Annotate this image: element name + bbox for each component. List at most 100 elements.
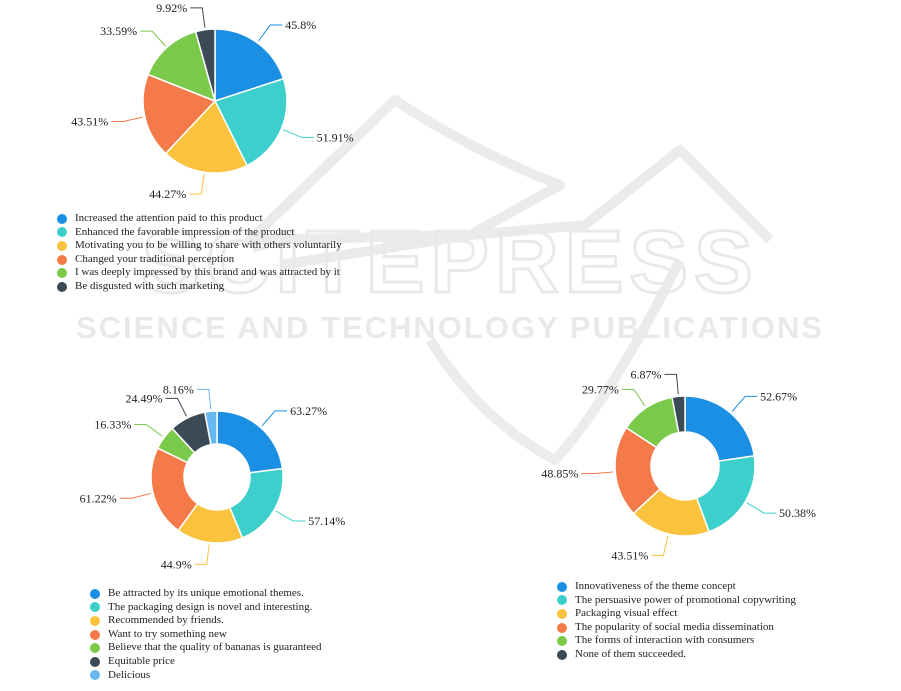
legend-label: The packaging design is novel and intere…	[108, 600, 313, 613]
legend-item: The popularity of social media dissemina…	[557, 621, 796, 635]
slice-2-0	[684, 395, 756, 462]
legend-label: Believe that the quality of bananas is g…	[108, 641, 322, 654]
data-label-1-4: 16.33%	[94, 417, 131, 431]
data-label-2-2: 43.51%	[611, 548, 648, 562]
legend-swatch	[57, 227, 67, 238]
legend-swatch	[90, 629, 100, 640]
watermark-book-icon	[245, 95, 774, 465]
leader-line-2-3	[581, 471, 614, 475]
leader-line-1-4	[134, 423, 163, 437]
data-label-2-3: 48.85%	[541, 467, 578, 481]
donut-chart-purchase-reasons: 63.27% 57.14% 44.9% 61.22% 16.33% 24.49%8.16%	[80, 382, 346, 571]
leader-line-1-2	[194, 544, 210, 565]
pie-chart-impact: 45.8% 51.91% 44.27% 43.51% 33.59% 9.92%	[71, 1, 353, 201]
legend-item: Want to try something new	[90, 628, 322, 642]
legend-swatch	[57, 281, 67, 292]
legend-swatch	[557, 649, 567, 660]
legend-item: Changed your traditional perception	[57, 253, 342, 267]
legend-swatch	[90, 656, 100, 667]
legend-item: The forms of interaction with consumers	[557, 634, 796, 648]
legend-purchase-reasons: Be attracted by its unique emotional the…	[90, 587, 322, 682]
legend-item: Motivating you to be willing to share wi…	[57, 239, 342, 253]
legend-item: Delicious	[90, 669, 322, 683]
legend-label: None of them succeeded.	[575, 647, 687, 660]
legend-label: Packaging visual effect	[575, 607, 678, 620]
slice-0-1	[213, 77, 288, 167]
legend-label: Motivating you to be willing to share wi…	[75, 239, 342, 252]
legend-swatch	[557, 581, 567, 592]
legend-label: Recommended by friends.	[108, 614, 224, 627]
legend-item: Equitable price	[90, 655, 322, 669]
legend-item: Be disgusted with such marketing	[57, 280, 342, 294]
leader-line-0-4	[140, 30, 166, 47]
data-label-0-1: 51.91%	[317, 130, 354, 144]
leader-line-1-1	[275, 510, 306, 522]
legend-label: The forms of interaction with consumers	[575, 634, 755, 647]
legend-label: Be attracted by its unique emotional the…	[108, 587, 304, 599]
legend-swatch	[57, 240, 67, 251]
slice-2-5	[671, 395, 686, 434]
data-label-0-3: 43.51%	[71, 115, 108, 129]
legend-label: The popularity of social media dissemina…	[575, 620, 774, 633]
data-label-0-2: 44.27%	[149, 187, 186, 201]
leader-line-0-3	[111, 116, 143, 123]
legend-success-factors: Innovativeness of the theme concept The p…	[557, 580, 796, 662]
data-label-1-6: 8.16%	[163, 382, 194, 396]
leader-line-0-5	[190, 7, 206, 28]
legend-item: The packaging design is novel and intere…	[90, 601, 322, 615]
slice-1-0	[216, 410, 284, 474]
data-label-2-4: 29.77%	[582, 383, 619, 397]
data-label-1-0: 63.27%	[290, 404, 327, 418]
legend-item: Increased the attention paid to this pro…	[57, 212, 342, 226]
legend-item: Enhanced the favorable impression of the…	[57, 226, 342, 240]
legend-item: Packaging visual effect	[557, 607, 796, 621]
data-label-1-2: 44.9%	[161, 557, 192, 571]
data-label-1-3: 61.22%	[80, 491, 117, 505]
legend-label: Be disgusted with such marketing	[75, 279, 225, 292]
data-label-0-5: 9.92%	[156, 1, 187, 15]
leader-line-2-2	[651, 535, 669, 556]
leader-line-2-4	[621, 389, 646, 407]
watermark: SCITEPRESS SCIENCE AND TECHNOLOGY PUBLIC…	[76, 95, 824, 465]
legend-impact: Increased the attention paid to this pro…	[57, 212, 342, 294]
legend-swatch	[90, 643, 100, 654]
legend-label: Changed your traditional perception	[75, 252, 235, 265]
legend-label: Delicious	[108, 668, 151, 681]
legend-label: Want to try something new	[108, 627, 227, 640]
legend-item: Innovativeness of the theme concept	[557, 580, 796, 594]
data-label-2-1: 50.38%	[779, 506, 816, 520]
slice-0-2	[164, 99, 249, 174]
slice-1-6	[203, 410, 218, 446]
legend-item: I was deeply impressed by this brand and…	[57, 266, 342, 280]
leader-line-1-3	[119, 492, 152, 499]
leader-line-0-2	[189, 174, 205, 195]
legend-swatch	[57, 268, 67, 279]
legend-swatch	[90, 588, 100, 599]
leader-line-0-1	[283, 129, 314, 138]
leader-line-2-5	[664, 373, 679, 395]
donut-chart-success-factors: 52.67% 50.38% 43.51% 48.85% 29.77% 6.87%	[541, 367, 816, 562]
slice-0-0	[214, 28, 285, 103]
leader-line-1-6	[196, 388, 212, 410]
legend-label: I was deeply impressed by this brand and…	[75, 266, 340, 279]
watermark-logo-text: SCITEPRESS	[141, 212, 758, 311]
legend-label: Innovativeness of the theme concept	[575, 580, 736, 592]
legend-item: None of them succeeded.	[557, 648, 796, 662]
legend-swatch	[557, 636, 567, 647]
legend-swatch	[557, 595, 567, 606]
legend-label: Equitable price	[108, 654, 175, 667]
data-label-1-1: 57.14%	[308, 514, 345, 528]
leader-line-2-1	[746, 502, 777, 514]
legend-swatch	[557, 622, 567, 633]
leader-line-0-0	[258, 24, 283, 42]
legend-label: Enhanced the favorable impression of the…	[75, 225, 295, 238]
legend-swatch	[557, 608, 567, 619]
leader-line-2-0	[731, 395, 758, 412]
data-label-2-5: 6.87%	[630, 367, 661, 381]
legend-item: Believe that the quality of bananas is g…	[90, 641, 322, 655]
legend-item: Recommended by friends.	[90, 614, 322, 628]
legend-swatch	[90, 670, 100, 681]
legend-swatch	[57, 213, 67, 224]
watermark-tagline: SCIENCE AND TECHNOLOGY PUBLICATIONS	[76, 310, 824, 345]
